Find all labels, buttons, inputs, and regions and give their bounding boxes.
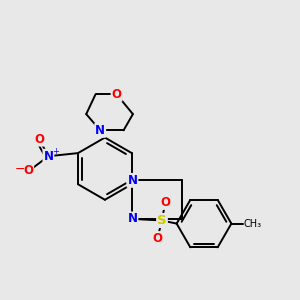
Text: −: −	[14, 163, 25, 176]
Text: N: N	[95, 124, 105, 137]
Text: +: +	[52, 147, 59, 156]
Text: CH₃: CH₃	[244, 219, 262, 229]
Text: N: N	[44, 150, 53, 163]
Text: N: N	[128, 174, 137, 187]
Text: N: N	[128, 212, 137, 225]
Text: O: O	[23, 164, 33, 177]
Text: S: S	[157, 214, 167, 227]
Text: O: O	[152, 232, 162, 245]
Text: O: O	[34, 133, 44, 146]
Text: O: O	[160, 196, 170, 209]
Text: O: O	[112, 88, 122, 101]
